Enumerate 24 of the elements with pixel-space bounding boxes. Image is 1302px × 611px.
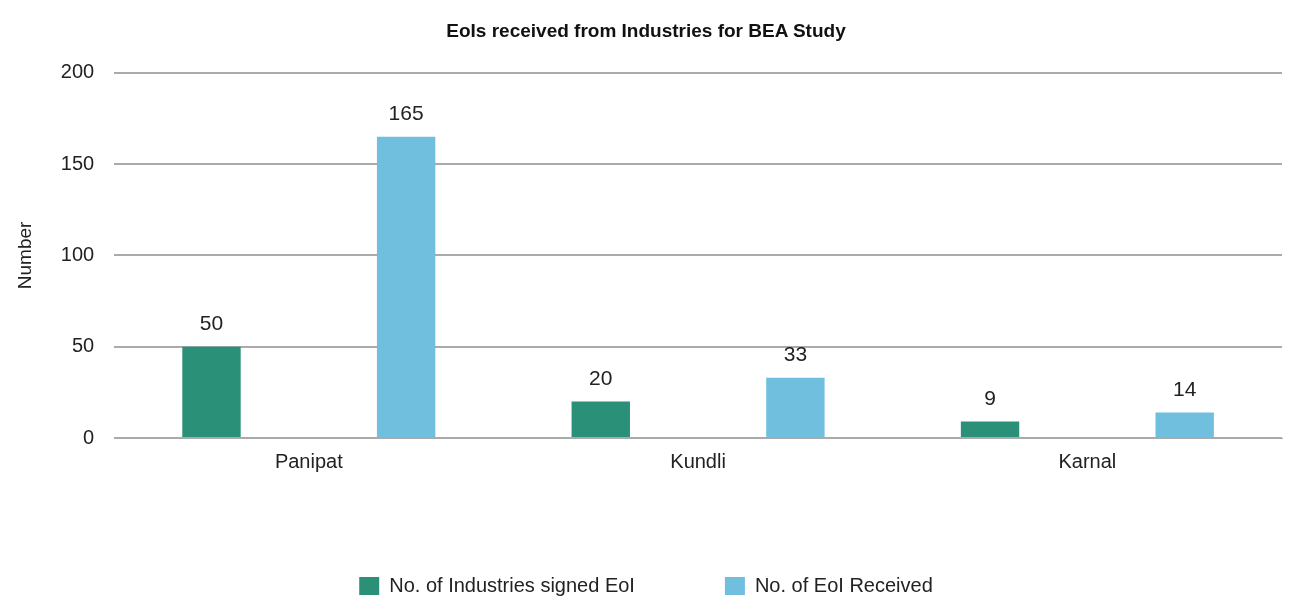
bar — [960, 421, 1020, 437]
y-tick-label: 200 — [60, 60, 95, 83]
bar — [182, 346, 241, 437]
data-label: 9 — [984, 385, 996, 409]
y-tick-label: 50 — [71, 334, 95, 357]
y-tick-label: 100 — [60, 242, 95, 265]
data-label: 14 — [1173, 376, 1197, 400]
y-axis-title: Number — [13, 220, 35, 290]
legend-label: No. of Industries signed EoI — [389, 573, 635, 596]
x-tick-label: Karnal — [1058, 449, 1117, 472]
data-label: 33 — [783, 342, 808, 366]
data-label: 165 — [388, 101, 424, 125]
y-tick-label: 0 — [83, 425, 95, 448]
bar — [766, 377, 825, 437]
y-tick-label: 150 — [60, 151, 95, 174]
data-label: 50 — [199, 311, 224, 334]
legend-label: No. of EoI Received — [754, 573, 933, 596]
bar — [571, 401, 630, 437]
chart-title: EoIs received from Industries for BEA Study — [446, 19, 847, 41]
x-tick-label: Panipat — [274, 449, 344, 472]
data-label: 20 — [589, 365, 613, 389]
bar — [376, 136, 436, 437]
x-tick-label: Kundli — [670, 449, 726, 472]
bar — [1155, 412, 1214, 437]
